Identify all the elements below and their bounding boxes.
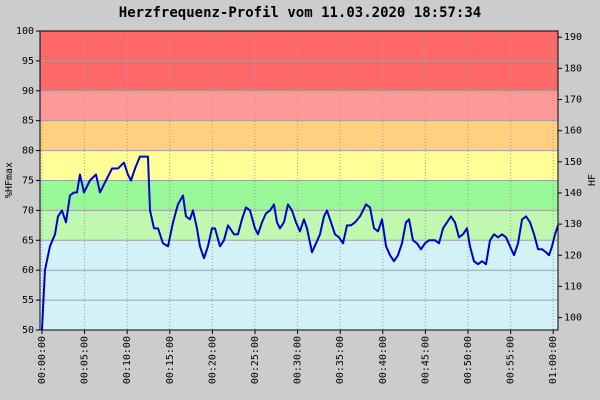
y2-tick-label: 130 [564,219,582,230]
y-tick-label: 80 [22,146,34,157]
y2-tick-label: 120 [564,250,582,261]
x-tick-label: 01:00:00 [548,336,559,384]
y2-tick-label: 170 [564,95,582,106]
chart-title: Herzfrequenz-Profil vom 11.03.2020 18:57… [119,5,481,21]
y2-tick-label: 100 [564,313,582,324]
x-tick-label: 00:30:00 [293,336,304,384]
zone [40,120,558,151]
y-axis-label: %HFmax [4,162,15,198]
x-tick-label: 00:40:00 [378,336,389,384]
x-tick-label: 00:20:00 [207,336,218,384]
x-tick-label: 00:55:00 [506,336,517,384]
y-tick-label: 100 [16,26,34,37]
x-tick-label: 00:50:00 [463,336,474,384]
zone [40,240,558,330]
y2-tick-label: 160 [564,126,582,137]
y2-tick-label: 140 [564,188,582,199]
x-tick-label: 00:35:00 [335,336,346,384]
plot-border [39,30,559,331]
x-tick-label: 00:25:00 [250,336,261,384]
x-tick-label: 00:05:00 [80,336,91,384]
y-tick-label: 90 [22,86,34,97]
zone [40,150,558,181]
y-tick-label: 85 [22,116,34,127]
y-tick-label: 60 [22,265,34,276]
y-tick-label: 70 [22,205,34,216]
x-tick-label: 00:00:00 [37,336,48,384]
y-tick-label: 55 [22,295,34,306]
y-tick-label: 75 [22,176,34,187]
zone [40,210,558,241]
y2-tick-label: 150 [564,157,582,168]
y-tick-label: 65 [22,235,34,246]
heart-rate-line [40,155,559,331]
y2-tick-label: 190 [564,32,582,43]
zone [40,90,558,121]
x-tick-label: 00:15:00 [165,336,176,384]
y-tick-label: 50 [22,325,34,336]
x-tick-label: 00:10:00 [122,336,133,384]
y-tick-label: 95 [22,56,34,67]
x-tick-label: 00:45:00 [420,336,431,384]
y2-tick-label: 110 [564,281,582,292]
zone [40,180,558,211]
y2-axis-label: HF [587,174,598,186]
y2-tick-label: 180 [564,63,582,74]
